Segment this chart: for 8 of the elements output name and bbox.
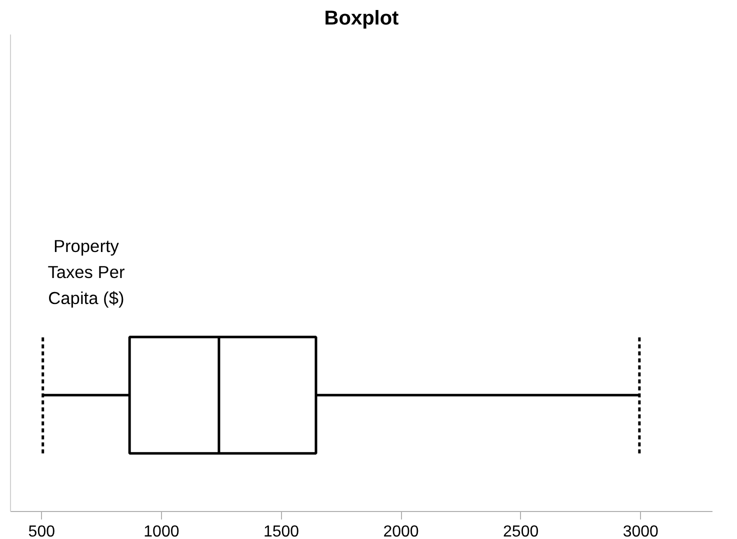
chart-title: Boxplot: [324, 8, 400, 30]
x-tick-label: 2000: [383, 524, 419, 539]
x-tick-label: 500: [28, 524, 56, 539]
x-tick-label: 1000: [144, 524, 180, 539]
x-tick-label: 1500: [263, 524, 300, 539]
y-tick-label: Property Taxes Per Capita ($): [48, 236, 125, 308]
x-tick-label: 3000: [622, 524, 659, 539]
x-tick-label: 2500: [503, 524, 539, 539]
